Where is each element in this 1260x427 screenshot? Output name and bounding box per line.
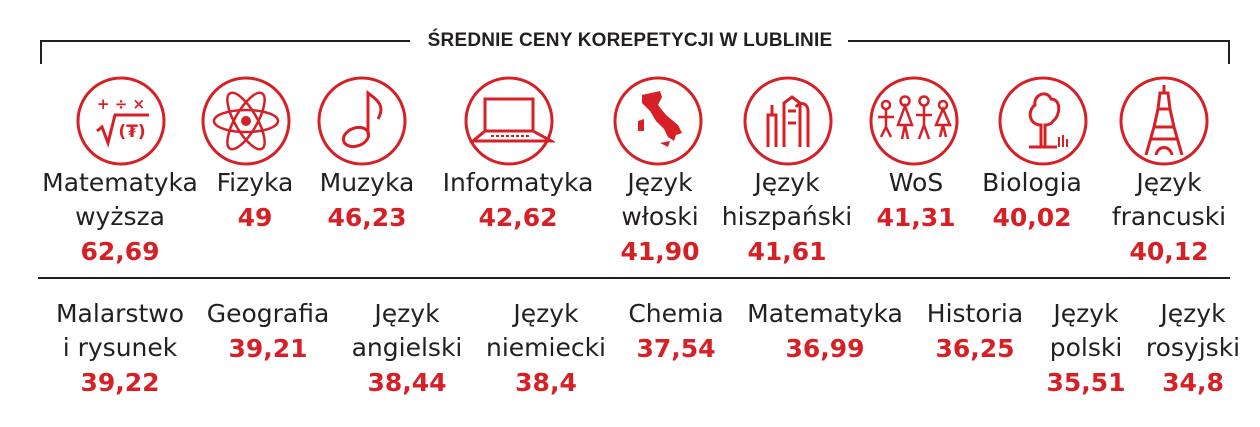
title-rule-left <box>40 40 410 42</box>
price-value: 42,62 <box>478 203 558 232</box>
price-item: Język rosyjski 34,8 <box>1138 297 1248 401</box>
subject-name: Chemia <box>628 299 724 328</box>
price-item: Biologia 40,02 <box>972 166 1092 236</box>
svg-text:+ ÷ ×: + ÷ × <box>97 95 145 113</box>
price-value: 41,90 <box>620 237 700 266</box>
title-rule-left-tick <box>40 40 42 64</box>
price-value: 41,31 <box>876 203 956 232</box>
price-item: Język angielski 38,44 <box>340 297 474 401</box>
subject-name: Geografia <box>206 299 330 328</box>
laptop-icon <box>463 75 557 167</box>
price-item: Chemia 37,54 <box>620 297 732 367</box>
italy-map-icon <box>612 75 704 167</box>
subject-name: Język <box>627 168 693 197</box>
eiffel-tower-icon <box>1118 75 1210 167</box>
math-symbols-icon: + ÷ × (₮) <box>75 75 167 167</box>
price-item: Fizyka 49 <box>200 166 310 236</box>
price-value: 40,02 <box>992 203 1072 232</box>
subject-name: Matematyka <box>42 168 198 197</box>
chart-title-text: ŚREDNIE CENY KOREPETYCJI W LUBLINIE <box>418 30 842 51</box>
subject-name: WoS <box>888 168 944 197</box>
subject-name-line2: angielski <box>351 333 463 362</box>
price-value: 46,23 <box>327 203 407 232</box>
price-value: 49 <box>237 203 273 232</box>
subject-name: Język <box>1160 299 1226 328</box>
price-item: Matematyka wyższa 62,69 <box>30 166 210 270</box>
price-value: 38,44 <box>367 368 447 397</box>
price-item: Matematyka 36,99 <box>736 297 914 367</box>
atom-icon <box>200 75 292 167</box>
subject-name-line2: hiszpański <box>721 202 853 231</box>
price-item: Język hiszpański 41,61 <box>712 166 862 270</box>
chart-title: ŚREDNIE CENY KOREPETYCJI W LUBLINIE <box>0 30 1260 52</box>
price-item: Muzyka 46,23 <box>307 166 427 236</box>
price-value: 37,54 <box>636 334 716 363</box>
price-item: Język niemiecki 38,4 <box>476 297 616 401</box>
price-item: Język francuski 40,12 <box>1098 166 1240 270</box>
music-note-icon <box>316 75 408 167</box>
subject-name-line2: włoski <box>621 202 699 231</box>
subject-name-line2: niemiecki <box>485 333 607 362</box>
subject-name: Język <box>1136 168 1202 197</box>
subject-name: Język <box>1053 299 1119 328</box>
price-item: Malarstwo i rysunek 39,22 <box>45 297 195 401</box>
price-item: Historia 36,25 <box>914 297 1036 367</box>
subject-name: Język <box>513 299 579 328</box>
price-value: 34,8 <box>1162 368 1224 397</box>
price-value: 39,21 <box>228 334 308 363</box>
subject-name: Informatyka <box>442 168 594 197</box>
people-group-icon <box>868 75 960 167</box>
price-item: Geografia 39,21 <box>198 297 338 367</box>
subject-name: Język <box>374 299 440 328</box>
price-item: Język włoski 41,90 <box>605 166 715 270</box>
subject-name: Biologia <box>982 168 1082 197</box>
subject-name-line2: i rysunek <box>62 333 178 362</box>
subject-name: Muzyka <box>319 168 415 197</box>
subject-name-line2: polski <box>1049 333 1123 362</box>
price-value: 62,69 <box>80 237 160 266</box>
title-rule-right <box>848 40 1230 42</box>
subject-name: Malarstwo <box>55 299 184 328</box>
subject-name-line2: rosyjski <box>1145 333 1241 362</box>
price-value: 41,61 <box>747 237 827 266</box>
price-value: 39,22 <box>80 368 160 397</box>
subject-name: Język <box>754 168 820 197</box>
spanish-monument-icon <box>742 75 834 167</box>
subject-name-line2: francuski <box>1111 202 1227 231</box>
tree-icon <box>997 75 1089 167</box>
price-item: Język polski 35,51 <box>1036 297 1136 401</box>
price-item: Informatyka 42,62 <box>428 166 608 236</box>
price-value: 36,99 <box>785 334 865 363</box>
subject-name: Historia <box>926 299 1024 328</box>
price-value: 38,4 <box>515 368 577 397</box>
subject-name: Fizyka <box>216 168 294 197</box>
title-rule-right-tick <box>1228 40 1230 64</box>
svg-text:(₮): (₮) <box>118 122 145 142</box>
subject-name-line2: wyższa <box>75 202 165 231</box>
subject-name: Matematyka <box>747 299 903 328</box>
row-divider <box>38 277 1230 279</box>
price-item: WoS 41,31 <box>866 166 966 236</box>
price-value: 35,51 <box>1046 368 1126 397</box>
price-value: 36,25 <box>935 334 1015 363</box>
price-value: 40,12 <box>1129 237 1209 266</box>
